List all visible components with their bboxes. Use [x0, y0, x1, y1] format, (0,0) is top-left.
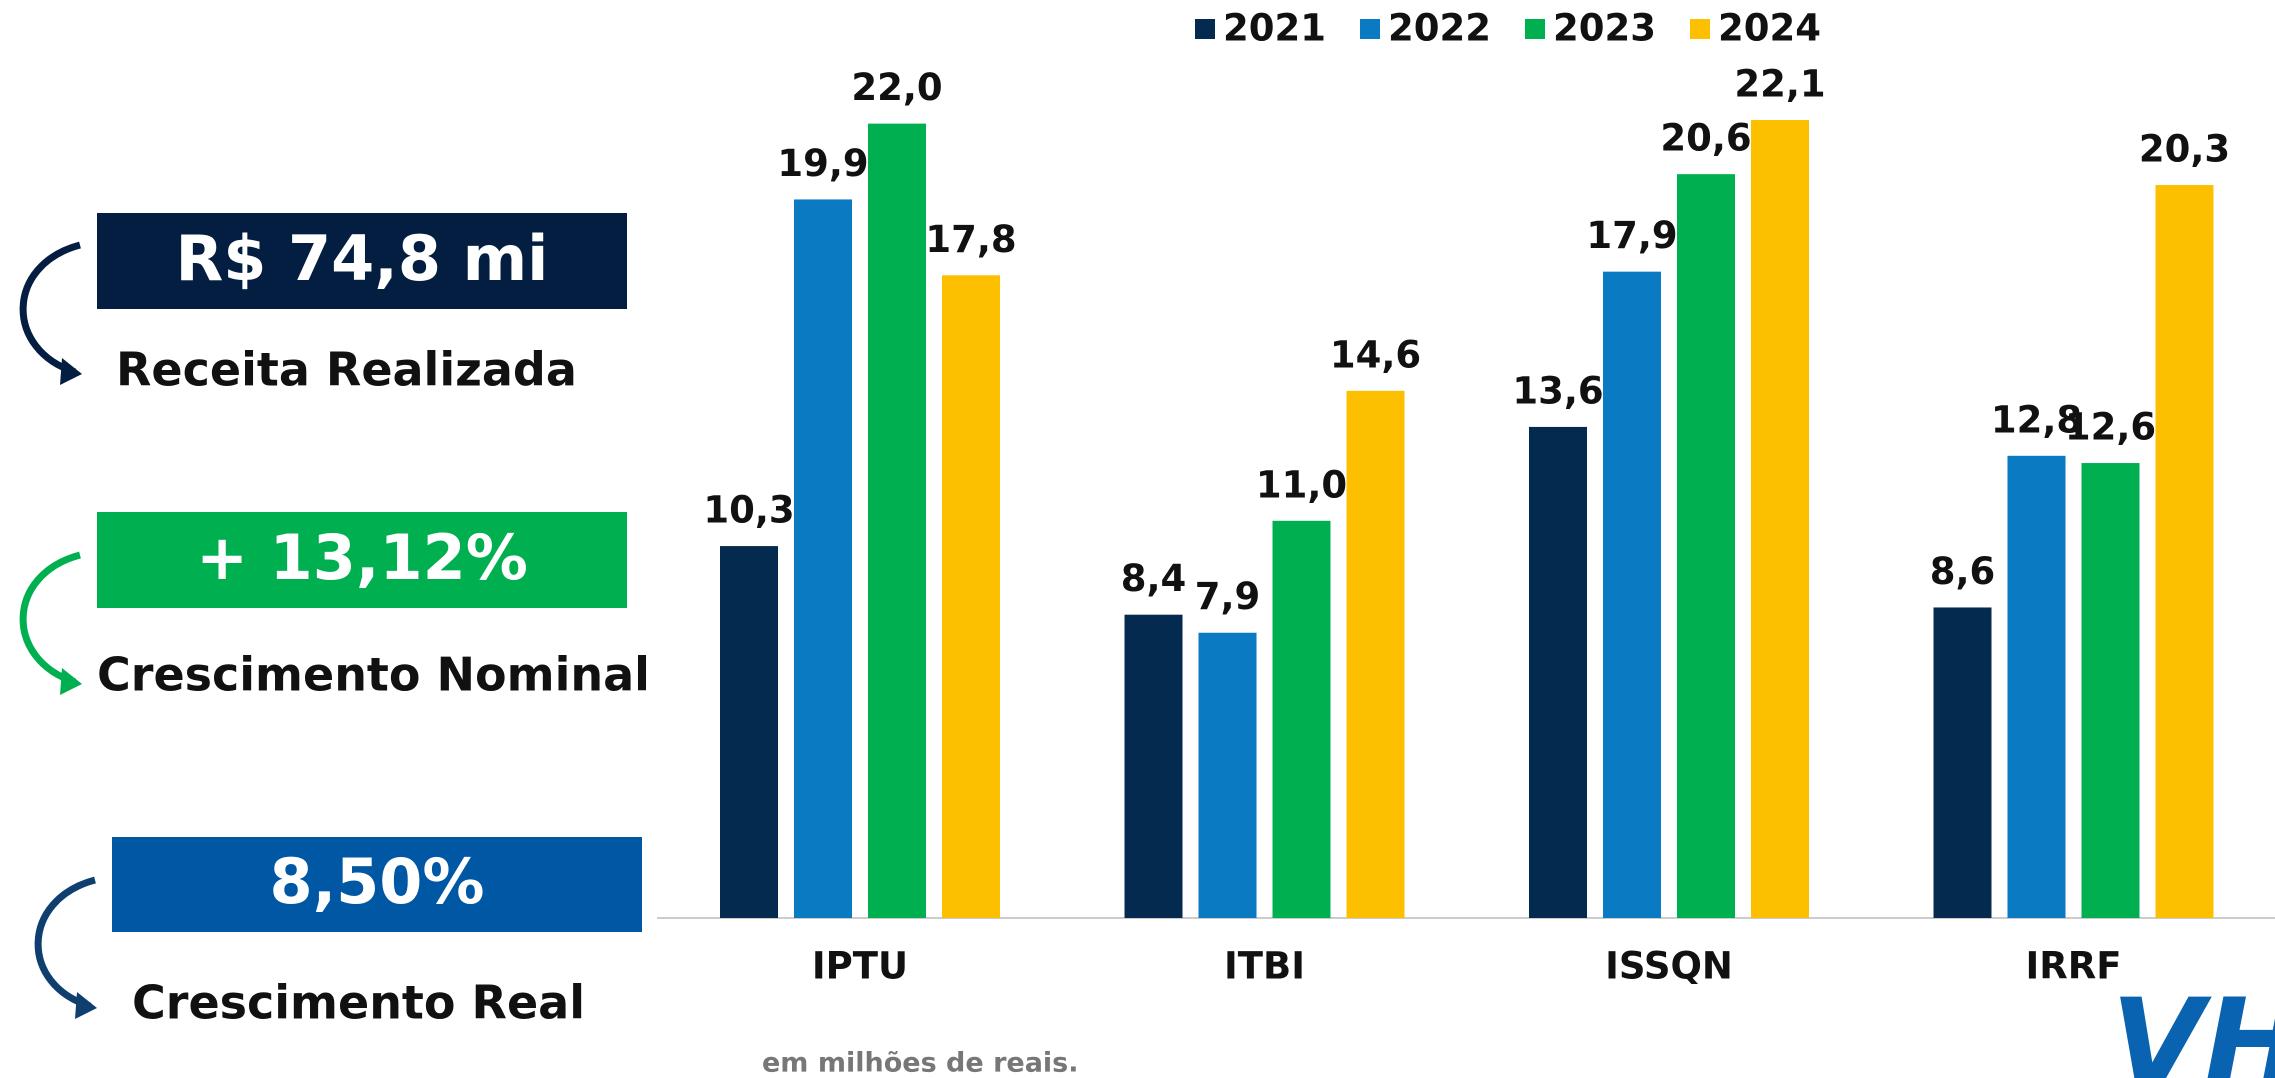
value-label: 7,9 [1195, 575, 1261, 618]
arrow-head [60, 358, 82, 385]
bar [2007, 455, 2066, 918]
panel-label: Crescimento Real [132, 976, 585, 1030]
bar [1933, 607, 1992, 918]
value-label: 11,0 [1256, 463, 1347, 506]
value-label: 12,8 [1991, 398, 2082, 441]
bar [868, 123, 926, 919]
value-label: 13,6 [1512, 369, 1603, 412]
arrow [19, 241, 81, 376]
x-tick-label: IPTU [812, 945, 908, 988]
bar [1272, 520, 1331, 918]
bar [2081, 463, 2140, 918]
legend-label: 2023 [1553, 7, 1656, 50]
bar [942, 275, 1000, 918]
legend-label: 2021 [1223, 7, 1326, 50]
bar [794, 199, 852, 919]
value-label: 22,0 [851, 66, 942, 109]
arrow [19, 551, 81, 686]
panel-box [112, 837, 642, 932]
note: em milhões de reais. [762, 1048, 1079, 1078]
panel-box [97, 213, 627, 309]
panel-value: + 13,12% [196, 521, 528, 594]
bar [2155, 184, 2214, 918]
value-label: 8,6 [1930, 550, 1996, 593]
x-tick-label: ITBI [1224, 945, 1305, 988]
panel-label: Crescimento Nominal [97, 648, 650, 702]
bar [1603, 271, 1661, 918]
arrow-head [75, 992, 97, 1019]
x-tick-label: IRRF [2025, 945, 2121, 988]
value-label: 14,6 [1330, 333, 1421, 376]
value-label: 17,8 [925, 218, 1016, 261]
legend-swatch [1525, 19, 1545, 39]
legend-label: 2024 [1718, 7, 1821, 50]
legend-swatch [1195, 19, 1215, 39]
value-label: 20,6 [1660, 117, 1751, 160]
panel-box [97, 512, 627, 608]
value-label: 12,6 [2065, 406, 2156, 449]
value-label: 22,1 [1734, 63, 1825, 106]
panel-value: R$ 74,8 mi [176, 222, 549, 295]
x-tick-label: ISSQN [1605, 945, 1733, 988]
bar [1124, 614, 1183, 918]
legend-label: 2022 [1388, 7, 1491, 50]
value-label: 10,3 [703, 489, 794, 532]
value-label: 19,9 [777, 142, 868, 185]
bar [1529, 426, 1587, 918]
legend-swatch [1690, 19, 1710, 39]
arrow [34, 876, 96, 1010]
logo: VH [2111, 975, 2275, 1078]
bar [720, 546, 778, 918]
bar [1751, 120, 1809, 918]
value-label: 20,3 [2139, 127, 2230, 170]
arrow-head [60, 668, 82, 695]
bar [1198, 632, 1257, 918]
value-label: 17,9 [1586, 214, 1677, 257]
value-label: 8,4 [1121, 557, 1187, 600]
legend-swatch [1360, 19, 1380, 39]
bar [1677, 174, 1735, 918]
panel-label: Receita Realizada [116, 343, 577, 397]
panel-value: 8,50% [269, 845, 484, 918]
bar [1346, 390, 1405, 919]
